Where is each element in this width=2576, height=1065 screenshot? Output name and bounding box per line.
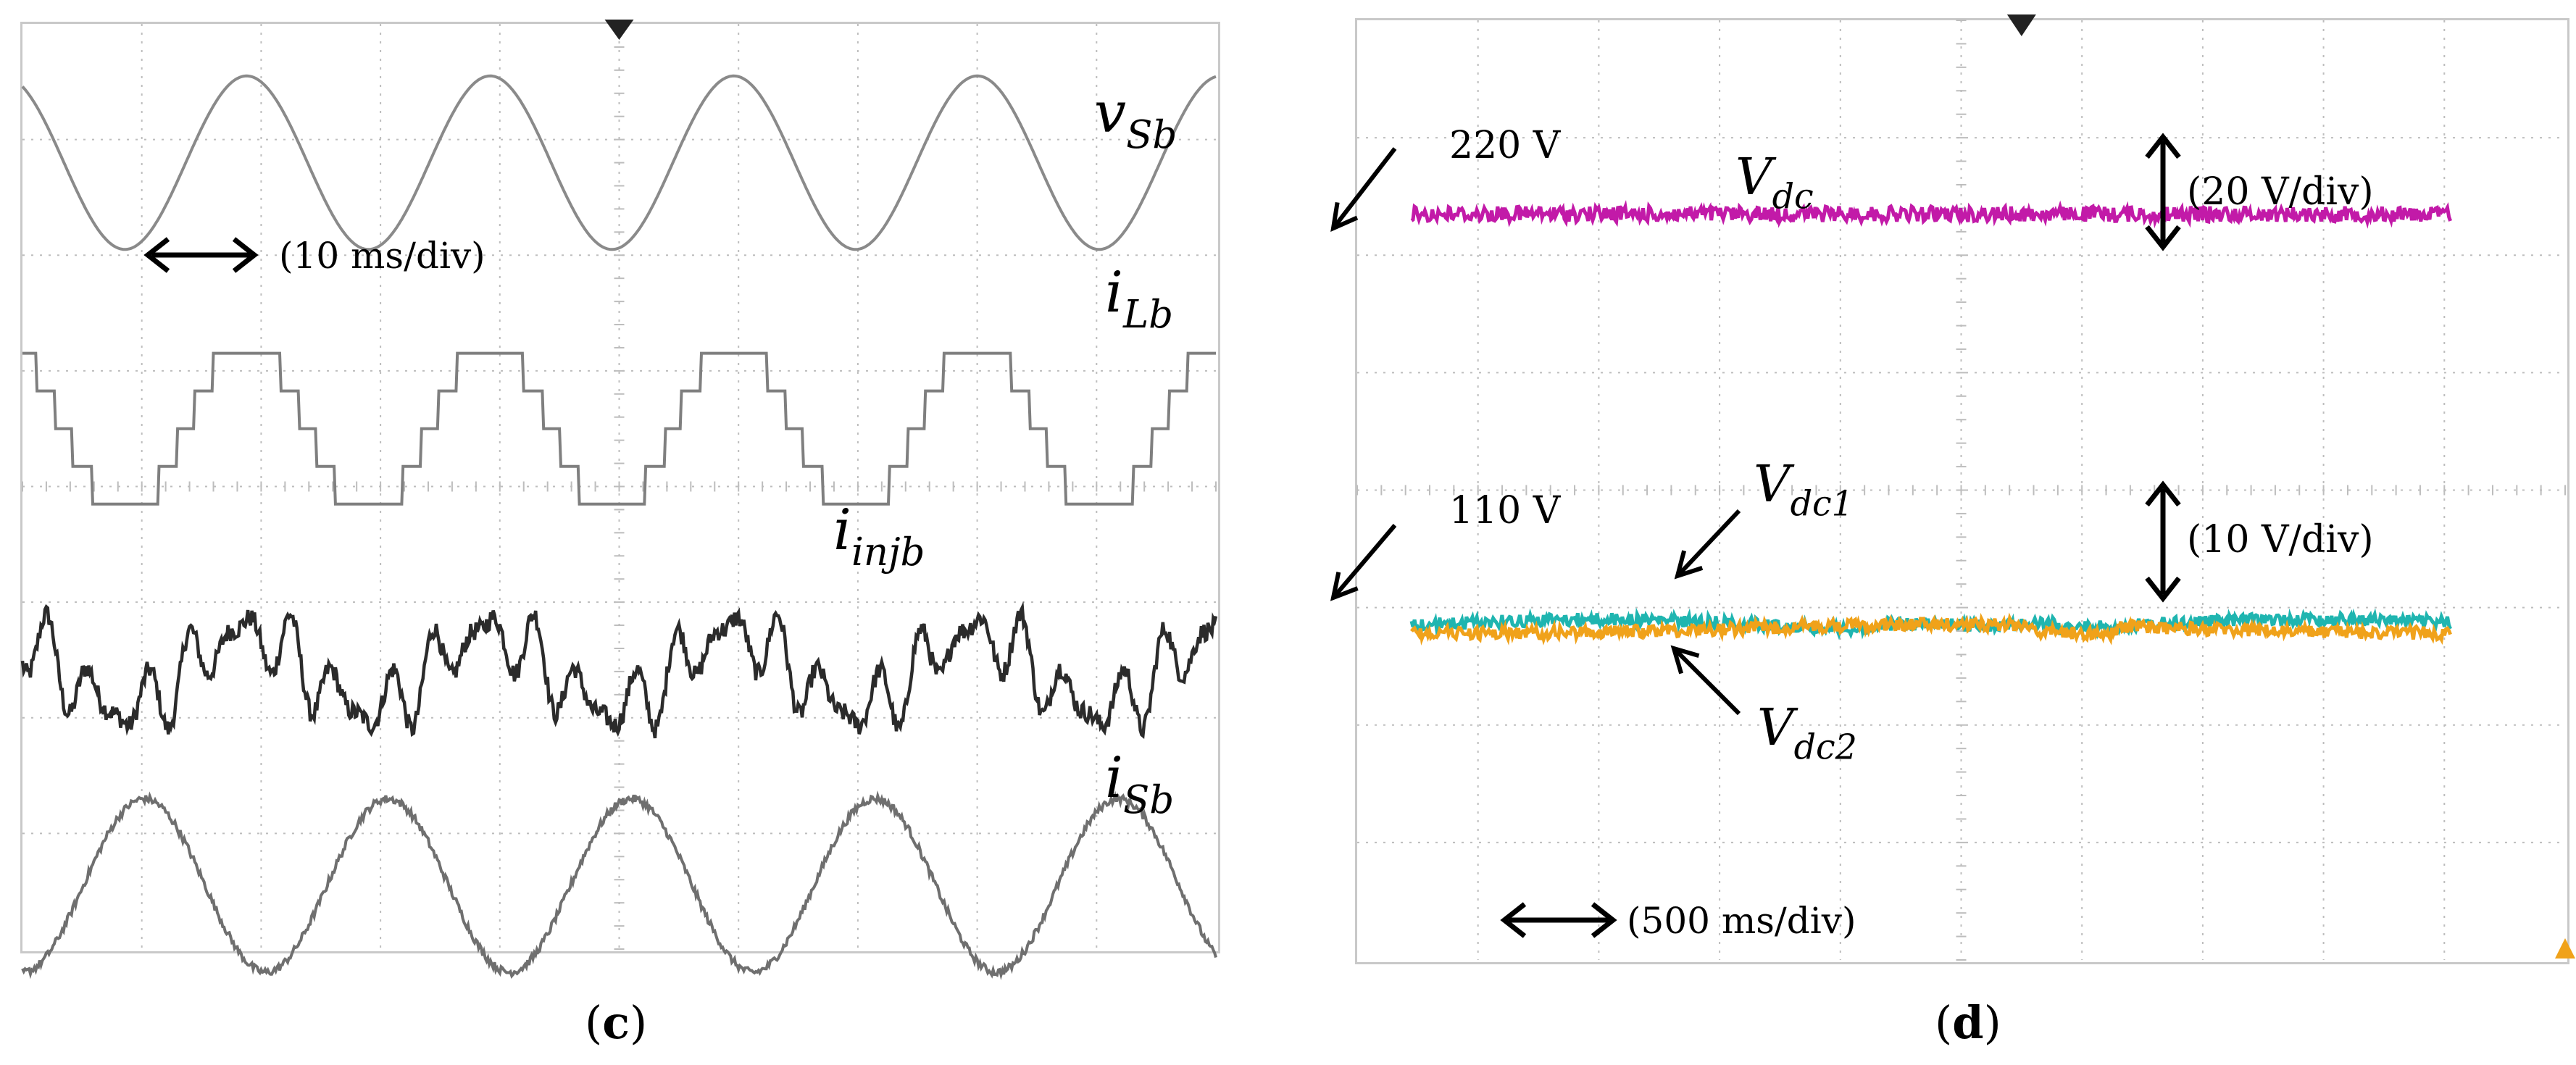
label-v-sb: vSb [1094,80,1177,157]
label-vdc1: Vdc1 [1754,454,1854,525]
left-caption: (c) [585,996,648,1049]
label-i-sb: iSb [1105,746,1174,822]
arrow-vdc2-shaft [1672,646,1741,716]
label-vdc2: Vdc2 [1757,698,1857,768]
arrow-10v-div-head [2145,480,2181,507]
arrow-110v-shaft [1331,524,1397,599]
right-scope-plot: 220 V Vdc (20 V/div) 110 V Vdc1 (10 V/div) Vdc… [1330,14,2575,961]
right-time-scale-arrow [1500,902,1617,938]
label-i-injb: iinjb [833,498,925,575]
arrow-vdc1-shaft [1675,509,1741,578]
left-caption-letter: c [602,996,630,1049]
left-time-scale-arrow-head [232,237,259,273]
right-trigger-marker [2006,14,2036,36]
right-trace-v-dc2 [1409,612,2452,646]
right-time-scale-label: (500 ms/div) [1627,900,1856,942]
right-grid [1356,20,2566,961]
label-10v-div: (10 V/div) [2187,518,2374,561]
label-220v: 220 V [1449,124,1562,167]
left-grid [22,23,1217,950]
arrow-220v-shaft [1331,147,1397,230]
right-trace-v-dc [1410,199,2452,229]
right-channel-marker [2555,938,2575,958]
label-20v-div: (20 V/div) [2187,170,2374,214]
left-scope-plot: vSb iLb iinjb iSb (10 ms/div) [20,20,1218,980]
left-time-scale-arrow-head [143,237,170,273]
arrow-20v-div-head [2145,133,2181,159]
arrow-220v [1330,147,1397,232]
arrow-vdc2 [1670,645,1741,716]
label-vdc: Vdc [1735,147,1814,217]
right-caption: (d) [1935,996,2001,1049]
left-time-scale-arrow [143,237,259,273]
arrow-20v-div-head [2145,225,2181,251]
arrow-110v-head [1330,572,1359,601]
right-caption-letter: d [1952,996,1984,1049]
arrow-10v-div [2145,480,2181,603]
arrow-vdc2-head [1670,645,1700,674]
label-i-lb: iLb [1105,260,1173,337]
right-time-scale-arrow-head [1500,902,1527,938]
left-trace-i-injb [20,601,1218,740]
right-time-scale-arrow-head [1591,902,1617,938]
left-trace-i-lb [22,351,1216,506]
label-110v: 110 V [1449,489,1562,532]
left-trace-i-sb [21,790,1217,980]
arrow-vdc1 [1674,509,1741,580]
right-oscilloscope-panel: 220 V Vdc (20 V/div) 110 V Vdc1 (10 V/div) Vdc… [1304,0,2576,1065]
arrow-110v [1330,524,1397,601]
arrow-220v-head [1330,201,1359,232]
arrow-20v-div [2145,133,2181,251]
left-time-scale-label: (10 ms/div) [279,235,485,277]
left-scope-screen [20,22,1220,953]
arrow-vdc1-head [1674,550,1704,580]
right-scope-screen [1355,18,2569,964]
left-trigger-marker [604,20,634,40]
left-oscilloscope-panel: vSb iLb iinjb iSb (10 ms/div) (c) [0,0,1246,1065]
arrow-10v-div-head [2145,576,2181,603]
left-trace-v-sb [21,74,1217,251]
